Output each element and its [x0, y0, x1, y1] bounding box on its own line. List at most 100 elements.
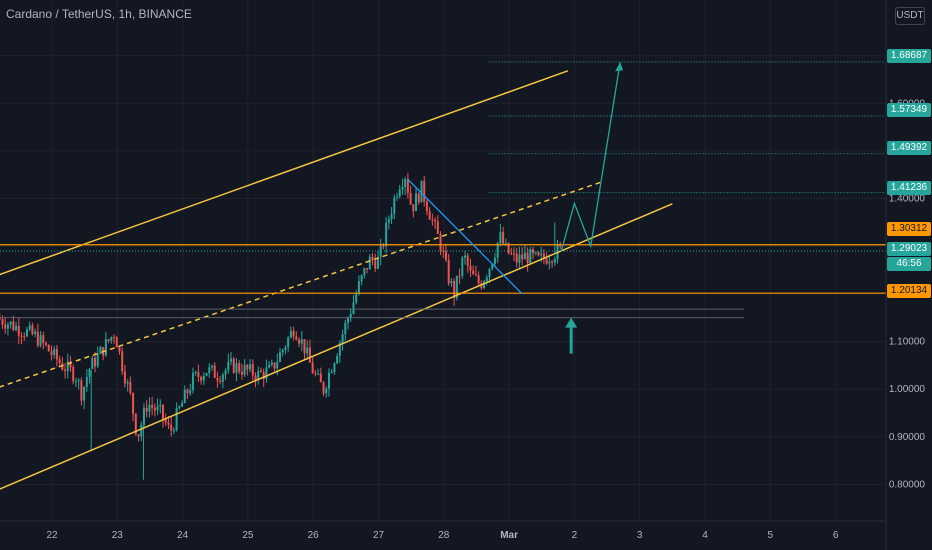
candle-body	[368, 256, 371, 270]
candle-body	[289, 330, 292, 338]
candle-body	[559, 244, 562, 247]
candle-body	[99, 347, 102, 354]
candle-body	[284, 347, 287, 350]
candle-body	[159, 404, 162, 407]
candle-body	[23, 335, 26, 337]
candle-body	[219, 380, 222, 382]
candle-body	[164, 419, 167, 423]
trendline-segment	[407, 179, 523, 295]
candle-body	[292, 330, 295, 337]
candle-body	[347, 318, 350, 323]
candle-body	[510, 253, 513, 255]
candlestick-series	[0, 172, 562, 480]
price-countdown: 46:56	[887, 257, 931, 271]
candle-body	[447, 259, 450, 284]
candle-body	[488, 268, 491, 278]
candle-body	[170, 424, 173, 431]
time-tick-label: 2	[572, 530, 578, 541]
candle-body	[262, 372, 265, 379]
candle-body	[431, 219, 434, 221]
candle-body	[542, 253, 545, 259]
price-tag-target: 1.68687	[887, 49, 931, 63]
channel-upper-line	[0, 70, 569, 276]
candle-body	[194, 372, 197, 374]
candle-body	[406, 178, 409, 193]
candle-body	[148, 405, 151, 412]
candle-body	[341, 334, 344, 343]
candle-body	[306, 347, 309, 354]
candle-body	[221, 374, 224, 382]
channel-median-line	[0, 181, 601, 388]
candle-body	[417, 193, 420, 203]
candle-body	[83, 386, 86, 401]
price-tick-label: 0.80000	[889, 479, 926, 490]
candle-body	[232, 358, 235, 373]
candle-body	[25, 329, 28, 337]
candle-body	[202, 375, 205, 381]
candle-body	[512, 253, 515, 255]
candle-body	[379, 245, 382, 258]
candle-body	[55, 348, 58, 360]
candle-body	[374, 260, 377, 269]
time-tick-label: Mar	[500, 530, 518, 541]
candle-body	[428, 211, 431, 220]
candle-body	[491, 264, 494, 269]
time-axis[interactable]: 22 23 24 25 26 27 28 Mar 2 3 4 5 6	[46, 530, 838, 541]
candle-body	[53, 348, 56, 355]
candle-body	[363, 268, 366, 276]
candle-body	[352, 302, 355, 314]
candle-body	[0, 317, 1, 320]
candle-body	[189, 390, 192, 394]
candle-body	[6, 324, 9, 329]
candle-body	[420, 180, 423, 203]
candle-body	[61, 363, 64, 370]
candle-body	[28, 325, 31, 330]
candle-body	[526, 252, 529, 264]
candle-body	[396, 196, 399, 198]
projection-line	[560, 62, 621, 252]
candle-body	[213, 365, 216, 378]
candle-body	[39, 335, 42, 346]
candle-body	[453, 280, 456, 299]
price-tick-label: 0.90000	[889, 432, 926, 443]
candle-body	[246, 365, 249, 370]
candle-body	[167, 422, 170, 425]
candle-body	[31, 325, 34, 335]
candle-body	[145, 407, 148, 412]
currency-button[interactable]: USDT	[895, 7, 925, 25]
candle-body	[521, 254, 524, 260]
candle-body	[142, 407, 145, 425]
candle-body	[20, 335, 23, 337]
candle-body	[107, 339, 110, 341]
candle-body	[504, 242, 507, 244]
candle-body	[493, 257, 496, 265]
candle-body	[9, 321, 12, 325]
candle-body	[249, 364, 252, 370]
candle-body	[502, 232, 505, 244]
time-tick-label: 5	[768, 530, 774, 541]
candle-body	[295, 336, 298, 340]
candle-body	[439, 233, 442, 251]
candle-body	[366, 268, 369, 270]
time-tick-label: 6	[833, 530, 839, 541]
candle-body	[240, 371, 243, 375]
candle-body	[401, 186, 404, 190]
candle-body	[205, 373, 208, 376]
candle-body	[371, 256, 374, 261]
candle-body	[123, 371, 126, 384]
up-arrow-icon	[565, 317, 578, 354]
candle-body	[126, 381, 129, 384]
candle-body	[4, 324, 7, 329]
price-tick-label: 1.10000	[889, 337, 926, 348]
candle-body	[85, 376, 88, 387]
candle-body	[34, 331, 37, 335]
candle-body	[477, 275, 480, 284]
candle-body	[469, 265, 472, 271]
candle-body	[183, 389, 186, 403]
candle-body	[442, 250, 445, 252]
candle-body	[91, 357, 94, 370]
candle-body	[308, 347, 311, 363]
descending-trendline	[407, 179, 523, 295]
candle-body	[317, 373, 320, 375]
